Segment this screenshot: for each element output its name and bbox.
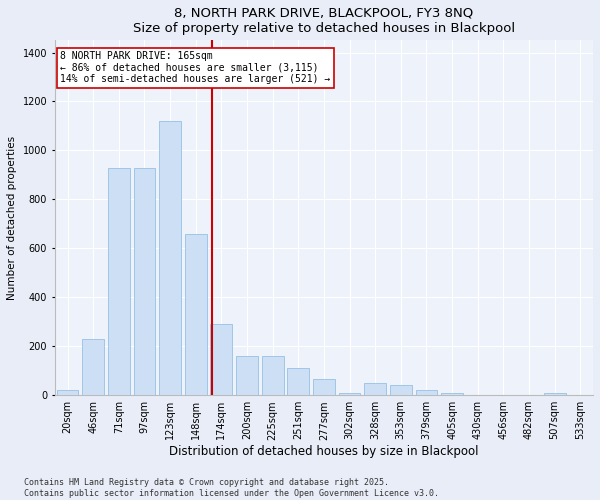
Bar [211, 324, 232, 395]
Bar [236, 356, 258, 395]
Bar [134, 168, 155, 395]
Bar [338, 392, 361, 395]
Bar [364, 383, 386, 395]
Text: 8 NORTH PARK DRIVE: 165sqm
← 86% of detached houses are smaller (3,115)
14% of s: 8 NORTH PARK DRIVE: 165sqm ← 86% of deta… [60, 51, 331, 84]
Bar [416, 390, 437, 395]
Bar [262, 356, 284, 395]
X-axis label: Distribution of detached houses by size in Blackpool: Distribution of detached houses by size … [169, 445, 479, 458]
Bar [108, 168, 130, 395]
Y-axis label: Number of detached properties: Number of detached properties [7, 136, 17, 300]
Bar [82, 339, 104, 395]
Bar [159, 121, 181, 395]
Bar [544, 392, 566, 395]
Bar [313, 379, 335, 395]
Bar [441, 392, 463, 395]
Text: Contains HM Land Registry data © Crown copyright and database right 2025.
Contai: Contains HM Land Registry data © Crown c… [24, 478, 439, 498]
Bar [287, 368, 309, 395]
Bar [185, 234, 206, 395]
Bar [390, 386, 412, 395]
Bar [56, 390, 79, 395]
Title: 8, NORTH PARK DRIVE, BLACKPOOL, FY3 8NQ
Size of property relative to detached ho: 8, NORTH PARK DRIVE, BLACKPOOL, FY3 8NQ … [133, 7, 515, 35]
